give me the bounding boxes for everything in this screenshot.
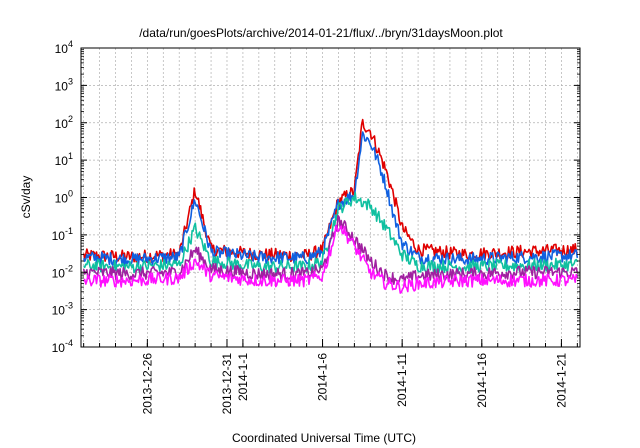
series-line: [82, 131, 579, 267]
y-tick-label: 100: [55, 189, 73, 206]
y-tick-label-base: 10: [52, 229, 66, 243]
y-tick-label-exponent: -3: [65, 301, 73, 311]
series-line: [83, 224, 579, 294]
y-tick-label-base: 10: [55, 42, 69, 56]
y-tick-label-exponent: -4: [65, 338, 73, 348]
y-tick-label-base: 10: [52, 341, 66, 355]
y-tick-label-exponent: 4: [68, 39, 73, 49]
x-axis: 2013-12-26 2013-12-31 2014-1-1 2014-1-6 2014…: [140, 339, 568, 414]
y-tick-label-base: 10: [55, 79, 69, 93]
y-tick-label-exponent: 2: [68, 114, 73, 124]
y-tick-label-exponent: 1: [68, 151, 73, 161]
y-tick-label: 101: [55, 151, 73, 168]
y-tick-label: 10-3: [52, 301, 73, 318]
y-tick-label-base: 10: [55, 154, 69, 168]
y-tick-label-base: 10: [55, 117, 69, 131]
y-tick-label-base: 10: [52, 304, 66, 318]
y-axis-label: cSv/day: [19, 176, 33, 219]
x-tick-label: 2014-1-1: [236, 353, 250, 401]
y-tick-label: 103: [55, 76, 73, 93]
series-line: [82, 214, 579, 286]
y-tick-label: 104: [55, 39, 73, 56]
y-tick-label: 102: [55, 114, 73, 131]
y-tick-label-exponent: -2: [65, 263, 73, 273]
x-tick-label: 2014-1-16: [475, 353, 489, 408]
chart-title: /data/run/goesPlots/archive/2014-01-21/f…: [139, 26, 503, 40]
y-tick-label-base: 10: [55, 192, 69, 206]
x-tick-label: 2013-12-31: [220, 353, 234, 415]
x-tick-label: 2014-1-21: [554, 353, 568, 408]
series-layer: [82, 118, 579, 294]
x-tick-label: 2014-1-6: [316, 353, 330, 401]
y-tick-label-exponent: -1: [65, 226, 73, 236]
x-tick-label: 2014-1-11: [395, 353, 409, 407]
x-tick-label: 2013-12-26: [140, 353, 154, 415]
y-tick-label: 10-1: [52, 226, 73, 243]
y-tick-label-base: 10: [52, 266, 66, 280]
y-tick-label: 10-4: [52, 338, 73, 355]
y-tick-label: 10-2: [52, 263, 73, 280]
x-axis-label: Coordinated Universal Time (UTC): [232, 431, 416, 445]
y-tick-label-exponent: 3: [68, 76, 73, 86]
y-tick-label-exponent: 0: [68, 189, 73, 199]
grid: [81, 47, 580, 348]
